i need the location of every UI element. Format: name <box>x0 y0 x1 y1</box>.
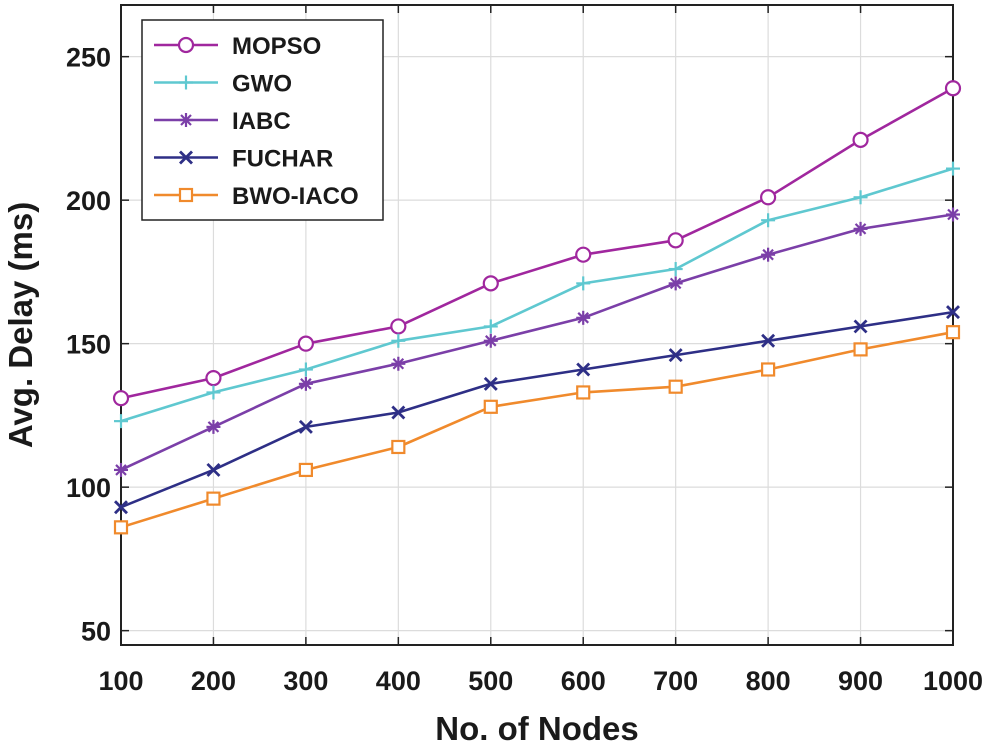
data-point-mopso <box>482 275 499 292</box>
data-point-gwo <box>483 319 498 334</box>
legend-entry-fuchar: FUCHAR <box>154 146 333 173</box>
data-point-iabc <box>391 356 406 371</box>
legend-label: BWO-IACO <box>232 183 359 210</box>
data-point-gwo <box>761 213 776 228</box>
series-gwo <box>114 161 960 429</box>
data-point-fuchar <box>391 405 406 420</box>
data-point-mopso <box>390 318 407 335</box>
series-line-gwo <box>120 167 954 423</box>
series-line-iabc <box>120 213 954 472</box>
data-point-fuchar <box>298 419 313 434</box>
data-point-gwo <box>946 161 960 176</box>
legend-marker <box>179 150 193 165</box>
legend-entry-mopso: MOPSO <box>154 33 321 60</box>
legend-entry-iabc: IABC <box>154 108 291 135</box>
data-point-fuchar <box>946 305 960 320</box>
y-tick-label: 150 <box>66 330 111 360</box>
legend-marker <box>177 36 195 54</box>
data-point-bwo-iaco <box>668 379 683 394</box>
series-iabc <box>114 207 960 477</box>
legend-marker <box>178 187 194 203</box>
data-point-fuchar <box>576 362 591 377</box>
data-point-iabc <box>298 376 313 391</box>
data-point-iabc <box>206 419 221 434</box>
x-tick-label: 100 <box>98 666 143 696</box>
data-point-mopso <box>760 189 777 206</box>
data-point-mopso <box>667 232 684 249</box>
y-tick-label: 100 <box>66 473 111 503</box>
data-point-mopso <box>852 131 869 148</box>
x-tick-label: 700 <box>653 666 698 696</box>
data-point-bwo-iaco <box>298 462 313 478</box>
data-point-iabc <box>853 221 868 236</box>
data-point-bwo-iaco <box>945 325 961 340</box>
x-axis-label: No. of Nodes <box>435 710 639 747</box>
y-axis-label: Avg. Delay (ms) <box>2 202 39 448</box>
data-point-mopso <box>944 80 962 97</box>
x-tick-label: 500 <box>468 666 513 696</box>
legend-label: GWO <box>232 71 292 98</box>
x-tick-label: 800 <box>746 666 791 696</box>
data-point-mopso <box>575 246 592 263</box>
legend-label: FUCHAR <box>232 146 333 173</box>
data-point-iabc <box>114 462 128 477</box>
data-point-mopso <box>205 369 222 387</box>
data-point-mopso <box>297 335 314 352</box>
y-tick-label: 50 <box>81 617 111 647</box>
data-point-fuchar <box>114 500 128 515</box>
x-tick-label: 200 <box>191 666 236 696</box>
plot-area-frame <box>120 4 954 646</box>
data-point-gwo <box>391 333 406 348</box>
legend-marker <box>179 75 193 90</box>
data-point-bwo-iaco <box>483 399 498 414</box>
data-point-iabc <box>483 333 498 348</box>
data-point-iabc <box>761 247 776 262</box>
legend-label: MOPSO <box>232 33 321 60</box>
data-point-iabc <box>576 310 591 325</box>
data-point-iabc <box>668 276 683 291</box>
x-tick-label: 300 <box>283 666 328 696</box>
data-point-bwo-iaco <box>206 491 221 506</box>
y-tick-label: 200 <box>66 186 111 216</box>
legend-entry-bwo-iaco: BWO-IACO <box>154 183 359 210</box>
axis-ticks: 100 200 300 400 500 600 700 800 900 1000 50 100 150 2… <box>66 5 983 696</box>
x-tick-label: 900 <box>838 666 883 696</box>
data-point-gwo <box>853 190 868 205</box>
x-tick-label: 1000 <box>923 666 983 696</box>
data-point-bwo-iaco <box>113 520 129 535</box>
x-tick-label: 600 <box>561 666 606 696</box>
series-bwo-iaco <box>113 325 961 535</box>
legend-label: IABC <box>232 108 291 135</box>
data-point-fuchar <box>668 348 683 363</box>
x-tick-label: 400 <box>376 666 421 696</box>
series-fuchar <box>114 305 960 515</box>
data-point-gwo <box>206 385 221 400</box>
data-point-fuchar <box>853 319 868 334</box>
data-point-bwo-iaco <box>391 439 406 455</box>
data-point-gwo <box>114 414 128 429</box>
data-point-gwo <box>576 276 591 291</box>
data-point-fuchar <box>761 333 776 348</box>
data-point-bwo-iaco <box>576 385 591 400</box>
legend-entry-gwo: GWO <box>154 71 292 98</box>
series-line-mopso <box>120 87 954 400</box>
data-point-iabc <box>946 207 960 222</box>
legend-marker <box>179 113 193 127</box>
data-point-bwo-iaco <box>853 342 868 357</box>
data-point-gwo <box>668 262 683 277</box>
legend: MOPSO GWO IABC FUCHAR BWO-IACO <box>141 19 384 221</box>
y-tick-label: 250 <box>66 43 111 73</box>
series-line-bwo-iaco <box>120 330 954 529</box>
data-point-gwo <box>298 362 313 377</box>
data-point-fuchar <box>206 462 221 477</box>
data-point-fuchar <box>483 376 498 391</box>
series-layer <box>112 80 962 535</box>
series-mopso <box>112 80 962 407</box>
series-line-fuchar <box>120 310 954 509</box>
data-point-mopso <box>112 390 130 407</box>
data-point-bwo-iaco <box>761 362 776 377</box>
